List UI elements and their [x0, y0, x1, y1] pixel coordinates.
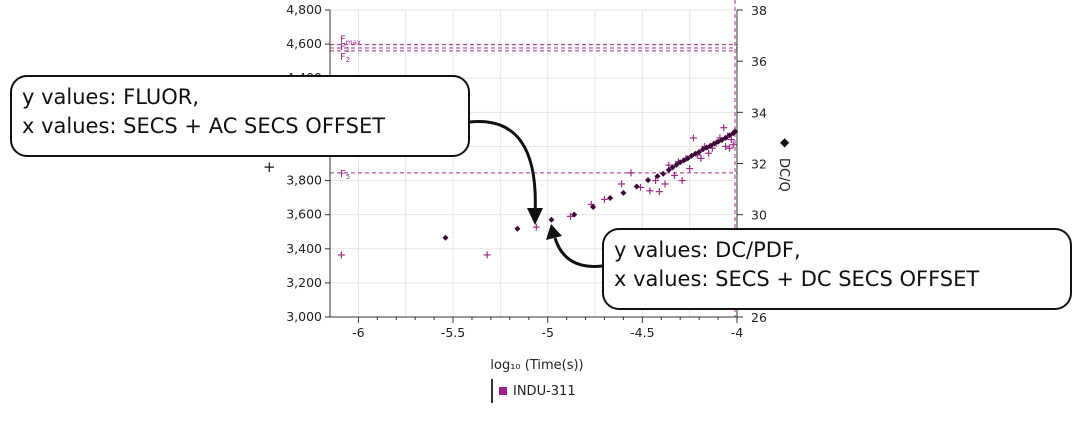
dc-point	[732, 128, 739, 135]
y-right-tick-label: 34	[751, 105, 767, 120]
dc-point	[548, 216, 555, 223]
fluor-point	[705, 149, 713, 157]
fluor-point	[727, 136, 735, 144]
fluor-point	[678, 177, 686, 185]
callout-dc-line1: y values: DC/PDF,	[614, 238, 801, 262]
callout-dc: y values: DC/PDF, x values: SECS + DC SE…	[602, 228, 1072, 310]
legend[interactable]: INDU-311	[491, 379, 576, 403]
callout-fluor-line2: x values: SECS + AC SECS OFFSET	[22, 114, 386, 138]
fluor-point	[600, 195, 608, 203]
fluor-point	[686, 165, 694, 173]
dc-axis-marker-icon: ◆	[780, 135, 790, 149]
series-fluor	[337, 124, 737, 259]
fluor-point	[483, 251, 491, 259]
y-left-tick-label: 3,400	[286, 241, 322, 256]
callout-dc-line2: x values: SECS + DC SECS OFFSET	[614, 267, 980, 291]
y-left-tick-label: 3,000	[286, 309, 322, 324]
fluor-point	[722, 142, 730, 150]
dc-point	[696, 148, 703, 155]
x-tick-label: -5.5	[441, 325, 465, 340]
series-dc	[442, 128, 739, 241]
callout-fluor: y values: FLUOR, x values: SECS + AC SEC…	[10, 75, 470, 157]
dc-point	[514, 225, 521, 232]
y-left-tick-label: 3,600	[286, 207, 322, 222]
y-right-tick-label: 32	[751, 157, 767, 172]
dc-point	[620, 189, 627, 196]
y-right-tick-label: 30	[751, 208, 767, 223]
x-tick-label: -5	[541, 325, 553, 340]
y-left-tick-label: 4,600	[286, 36, 322, 51]
reference-line-label: F5	[340, 169, 350, 181]
dc-point	[673, 161, 680, 168]
y-right-tick-label: 36	[751, 54, 767, 69]
y-left-tick-label: 4,800	[286, 2, 322, 17]
fluor-point	[652, 177, 660, 185]
fluor-point	[646, 187, 654, 195]
reference-line-label: F2	[340, 52, 350, 64]
stray-plus-marker: +	[263, 158, 276, 176]
dc-point	[571, 211, 578, 218]
fluor-point	[618, 180, 626, 188]
dc-point	[665, 166, 672, 173]
fluor-point	[689, 134, 697, 142]
dc-point	[722, 134, 729, 141]
fluor-point	[337, 251, 345, 259]
dc-point	[590, 203, 597, 210]
callout-arrow-dc	[553, 237, 603, 268]
y-right-tick-label: 26	[751, 310, 767, 325]
dc-point	[442, 234, 449, 241]
dc-point	[654, 173, 661, 180]
fluor-point	[671, 171, 679, 179]
dc-point	[669, 164, 676, 171]
right-axis-label: DC/Q	[776, 158, 791, 192]
fluor-point	[532, 223, 540, 231]
fluor-point	[661, 180, 669, 188]
fluor-point	[720, 124, 728, 132]
fluor-point	[655, 188, 663, 196]
fluor-point	[725, 144, 733, 152]
y-right-tick-label: 38	[751, 3, 767, 18]
fluor-point	[729, 141, 737, 149]
dc-point	[660, 170, 667, 177]
y-left-tick-label: 3,800	[286, 173, 322, 188]
dc-point	[684, 155, 691, 162]
x-tick-label: -4	[731, 325, 744, 340]
x-axis-label: log₁₀ (Time(s))	[490, 358, 583, 373]
callout-fluor-line1: y values: FLUOR,	[22, 85, 200, 109]
reference-line-label: Fmax	[340, 35, 361, 47]
fluor-point	[566, 212, 574, 220]
callout-arrow-fluor	[469, 120, 537, 216]
callout-arrowhead-fluor	[527, 208, 543, 225]
legend-label: INDU-311	[513, 383, 576, 399]
x-tick-label: -6	[352, 325, 365, 340]
callout-arrowhead-dc	[546, 224, 562, 240]
x-tick-label: -4.5	[630, 325, 654, 340]
reference-line-label: F1	[340, 42, 350, 54]
dc-point	[645, 177, 652, 184]
dc-point	[607, 195, 614, 202]
dc-point	[633, 183, 640, 190]
fluor-point	[627, 169, 635, 177]
fluor-point	[697, 154, 705, 162]
y-left-tick-label: 3,200	[286, 275, 322, 290]
legend-swatch	[499, 387, 507, 395]
